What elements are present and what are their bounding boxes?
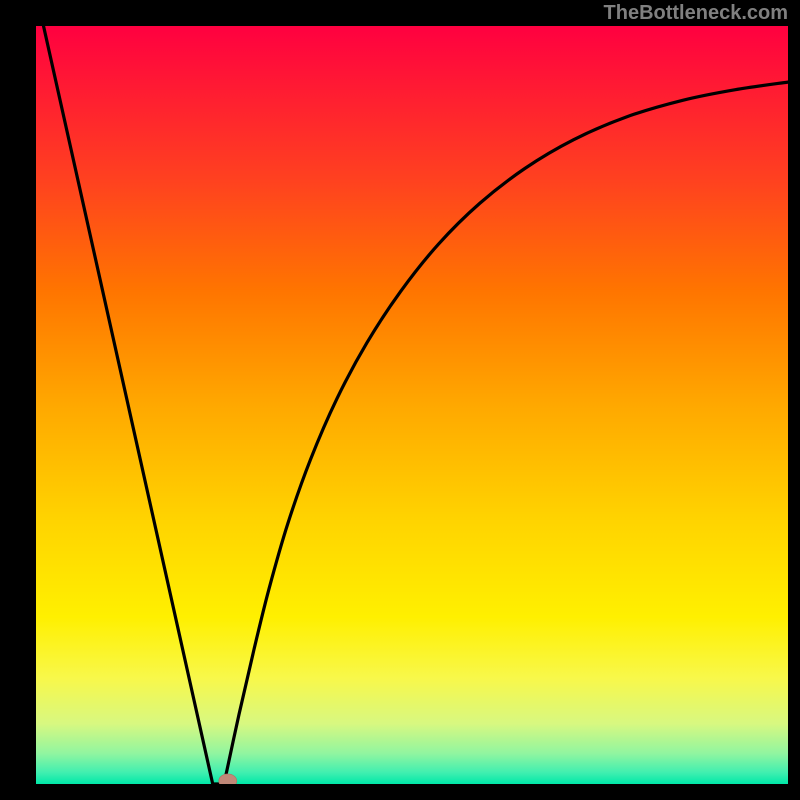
frame-right [788, 0, 800, 800]
plot-svg [36, 26, 788, 784]
frame-bottom [0, 784, 800, 800]
frame-left [0, 0, 36, 800]
plot-area [36, 26, 788, 784]
watermark-text: TheBottleneck.com [604, 2, 788, 25]
gradient-background [36, 26, 788, 784]
